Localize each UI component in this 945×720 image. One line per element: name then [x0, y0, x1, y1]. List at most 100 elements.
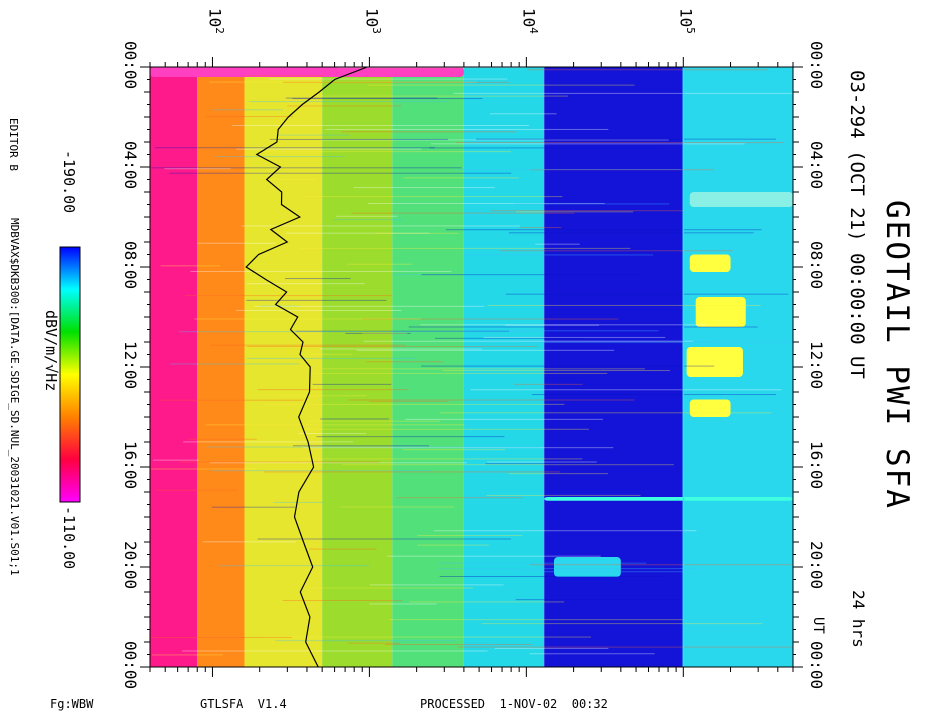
- striation: [263, 403, 565, 405]
- x-tick-label: 103: [363, 8, 383, 34]
- striation: [527, 69, 768, 71]
- striation: [267, 636, 591, 638]
- striation: [436, 562, 647, 564]
- striation: [487, 304, 761, 306]
- striation: [218, 565, 370, 567]
- striation: [211, 506, 295, 508]
- striation: [309, 587, 474, 589]
- striation: [287, 105, 402, 107]
- striation: [202, 541, 296, 543]
- striation: [184, 295, 392, 297]
- striation: [458, 646, 793, 648]
- spectrogram-feature: [689, 399, 731, 417]
- striation: [299, 247, 631, 249]
- striation: [421, 274, 642, 276]
- striation: [179, 461, 380, 463]
- striation: [403, 177, 519, 179]
- striation: [346, 263, 413, 265]
- striation: [476, 138, 776, 140]
- spectrogram-feature: [150, 67, 464, 77]
- striation: [404, 418, 603, 420]
- footer-fg: Fg:WBW: [50, 697, 94, 711]
- chart-title: GEOTAIL PWI SFA: [879, 200, 915, 510]
- spectrogram-band: [150, 67, 198, 667]
- striation: [417, 535, 523, 537]
- striation: [508, 232, 754, 234]
- y-tick-label-left: 16:00: [121, 441, 140, 490]
- striation: [368, 400, 449, 402]
- striation: [339, 506, 454, 508]
- striation: [386, 555, 601, 557]
- striation: [353, 187, 495, 189]
- striation: [316, 436, 505, 438]
- striation: [241, 225, 521, 227]
- striation: [362, 318, 619, 320]
- striation: [434, 530, 697, 532]
- y-tick-label-left: 00:00: [121, 641, 140, 690]
- spectrogram-band: [244, 67, 323, 667]
- striation: [275, 640, 457, 642]
- y-tick-label-left: 04:00: [121, 141, 140, 190]
- striation: [368, 203, 605, 205]
- y-tick-label-right: 00:00: [807, 641, 826, 690]
- striation: [169, 172, 512, 174]
- striation: [473, 330, 659, 332]
- spectrogram-bands: [150, 67, 793, 667]
- striation: [236, 309, 402, 311]
- y-tick-label-right: 04:00: [807, 141, 826, 190]
- striation: [332, 219, 403, 221]
- striation: [151, 167, 462, 169]
- colorbar-unit: dBV/m/√Hz: [42, 310, 60, 392]
- striation: [531, 394, 777, 396]
- striation: [342, 464, 674, 466]
- striation: [301, 196, 563, 198]
- spectrogram-band: [197, 67, 245, 667]
- striation: [206, 446, 540, 448]
- striation: [164, 168, 231, 170]
- striation: [246, 345, 539, 347]
- striation: [210, 470, 432, 472]
- striation: [363, 340, 693, 342]
- y-axis-ticks: [140, 66, 803, 668]
- striation: [209, 462, 468, 464]
- striation: [429, 147, 659, 149]
- striation: [345, 332, 411, 334]
- y-tick-label-left: 00:00: [121, 41, 140, 90]
- striation: [277, 395, 367, 397]
- striation: [244, 75, 324, 77]
- striation: [150, 636, 293, 638]
- striation: [440, 412, 772, 414]
- striation: [264, 151, 511, 153]
- spectrogram-feature: [553, 557, 621, 577]
- striation: [337, 67, 526, 69]
- striation: [491, 210, 683, 212]
- striation: [457, 169, 682, 171]
- source-path: MDBVAX$DKB300:[DATA.GE.SDIGE_SD.NUL_2003…: [8, 218, 21, 576]
- striation: [470, 389, 782, 391]
- striation: [487, 461, 597, 463]
- striation: [515, 599, 679, 601]
- striation: [388, 619, 683, 621]
- striation: [516, 211, 634, 213]
- spectrogram-feature: [689, 254, 731, 272]
- y-tick-label-right: 20:00: [807, 541, 826, 590]
- striation: [304, 428, 589, 430]
- overlay-line: [245, 67, 368, 667]
- spectrogram-feature: [695, 297, 746, 327]
- striation: [402, 449, 506, 451]
- striation: [438, 568, 700, 570]
- striation: [356, 349, 615, 351]
- striation: [285, 97, 438, 99]
- striation: [170, 363, 300, 365]
- striation: [505, 324, 600, 326]
- striation: [264, 471, 561, 473]
- x-tick-label: 105: [677, 8, 697, 34]
- striation: [182, 650, 488, 652]
- striation: [246, 283, 365, 285]
- striation: [273, 501, 323, 503]
- spectrogram-band: [322, 67, 393, 667]
- striation: [505, 293, 789, 295]
- striation: [321, 139, 669, 141]
- striation: [295, 330, 510, 332]
